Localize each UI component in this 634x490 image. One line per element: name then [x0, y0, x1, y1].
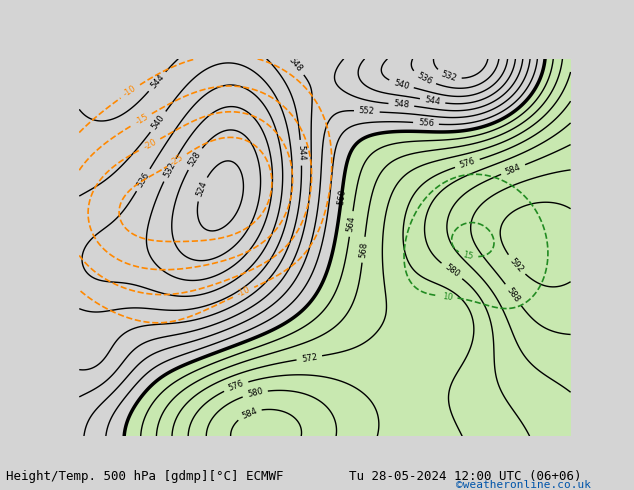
Text: 544: 544	[148, 73, 165, 91]
Text: ©weatheronline.co.uk: ©weatheronline.co.uk	[456, 480, 592, 490]
Text: 15: 15	[462, 250, 474, 261]
Text: -10: -10	[122, 84, 138, 99]
Text: 572: 572	[301, 352, 318, 364]
Text: 584: 584	[240, 406, 258, 420]
Text: 564: 564	[346, 216, 357, 232]
Text: 10: 10	[442, 292, 453, 302]
Text: -15: -15	[134, 112, 150, 127]
Text: 580: 580	[443, 263, 461, 279]
Text: Tu 28-05-2024 12:00 UTC (06+06): Tu 28-05-2024 12:00 UTC (06+06)	[349, 470, 581, 483]
Text: 588: 588	[505, 286, 521, 304]
Text: 548: 548	[287, 56, 304, 74]
Text: 540: 540	[150, 113, 167, 131]
Text: 584: 584	[504, 162, 522, 176]
Text: 560: 560	[336, 188, 347, 205]
Text: 544: 544	[424, 95, 441, 107]
Text: -20: -20	[142, 137, 158, 151]
Text: 568: 568	[358, 241, 369, 258]
Text: 556: 556	[418, 118, 434, 128]
Text: 532: 532	[440, 69, 458, 83]
Text: 524: 524	[195, 180, 209, 198]
Text: 528: 528	[187, 150, 203, 168]
Text: 592: 592	[508, 256, 525, 274]
Text: -25: -25	[169, 153, 185, 168]
Text: 552: 552	[359, 106, 375, 116]
Text: 580: 580	[247, 387, 264, 399]
Text: -10: -10	[236, 285, 252, 299]
Text: 548: 548	[393, 99, 410, 110]
Text: 544: 544	[296, 145, 306, 161]
Text: 540: 540	[392, 78, 410, 91]
Text: 576: 576	[458, 157, 476, 170]
Text: 536: 536	[415, 71, 433, 86]
Text: Height/Temp. 500 hPa [gdmp][°C] ECMWF: Height/Temp. 500 hPa [gdmp][°C] ECMWF	[6, 470, 284, 483]
Text: 532: 532	[162, 161, 178, 179]
Text: 576: 576	[227, 379, 245, 393]
Text: 536: 536	[135, 171, 151, 189]
